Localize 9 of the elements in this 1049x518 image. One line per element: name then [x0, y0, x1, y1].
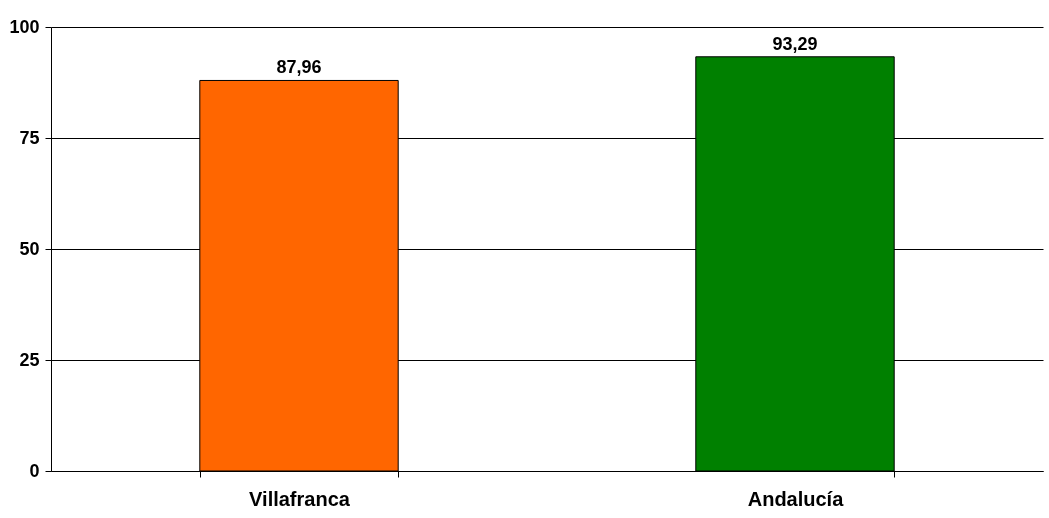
data-label: 87,96 — [276, 57, 322, 78]
y-tick-label: 50 — [19, 238, 40, 259]
x-tick-label: Villafranca — [249, 487, 351, 510]
y-tick-label: 0 — [29, 460, 40, 481]
data-label: 93,29 — [772, 33, 818, 54]
y-tick-label: 75 — [19, 127, 40, 148]
x-tick-label: Andalucía — [747, 487, 845, 510]
y-tick-label: 25 — [19, 349, 40, 370]
y-tick-label: 100 — [9, 16, 40, 37]
